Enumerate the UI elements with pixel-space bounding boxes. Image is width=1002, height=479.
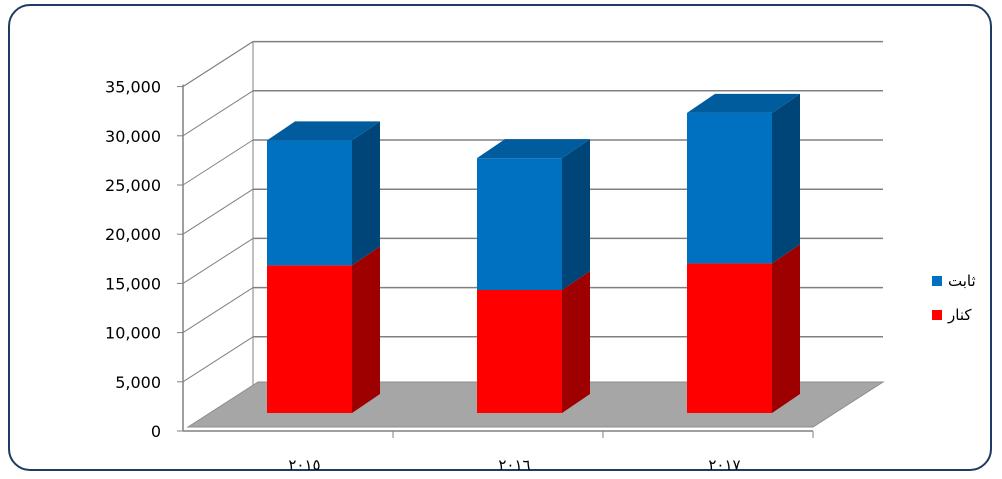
y-tick-label: 25,000 (105, 176, 161, 195)
y-tick-label: 10,000 (105, 324, 161, 343)
side-gridline (182, 90, 254, 137)
labels: 0 5,000 10,000 15,000 20,000 25,000 30,000 35,0… (105, 78, 741, 474)
bar-kenar-0-side (352, 246, 380, 413)
x-category-label: ٢٠١٥ (288, 456, 320, 474)
bar-kenar-0-front (267, 265, 352, 413)
side-gridline (182, 139, 254, 186)
bar-sabet-1-front (477, 158, 562, 290)
legend-label-kenar: کنار (947, 306, 972, 324)
side-gridline (182, 188, 254, 235)
bar-sabet-0-top (267, 121, 380, 141)
legend-label-sabet: ثابت (948, 272, 976, 290)
x-category-label: ٢٠١٦ (498, 456, 530, 474)
side-gridline (182, 237, 254, 284)
bar-kenar-1-front (477, 290, 562, 413)
y-tick-label: 0 (151, 422, 161, 441)
y-tick-label: 35,000 (105, 78, 161, 97)
side-gridline (182, 287, 254, 334)
y-tick-label: 15,000 (105, 274, 161, 293)
bar-sabet-1-side (562, 139, 590, 290)
axes (177, 84, 814, 438)
bar-sabet-0-front (267, 140, 352, 266)
bar-sabet-0-side (352, 121, 380, 266)
bars (267, 93, 800, 413)
y-tick-label: 5,000 (115, 373, 161, 392)
y-tick-label: 30,000 (105, 127, 161, 146)
bar-sabet-1-top (477, 139, 590, 159)
bar-kenar-1-side (562, 271, 590, 413)
bar-kenar-2-side (772, 244, 800, 413)
bar-kenar-2-front (687, 263, 772, 413)
y-tick-label: 20,000 (105, 225, 161, 244)
legend-swatch-kenar (932, 310, 942, 320)
bar-sabet-2-side (772, 93, 800, 264)
chart-frame (8, 4, 992, 471)
legend: ثابت کنار (932, 272, 976, 324)
side-gridline (182, 41, 254, 88)
bar-sabet-2-front (687, 112, 772, 264)
x-category-label: ٢٠١٧ (708, 456, 740, 474)
side-gridline (182, 336, 254, 383)
bar-sabet-2-top (687, 93, 800, 113)
legend-swatch-sabet (932, 276, 942, 286)
